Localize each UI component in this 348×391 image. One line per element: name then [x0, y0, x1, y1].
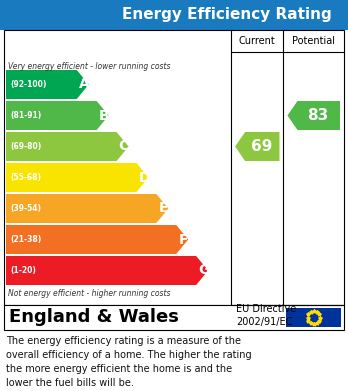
Polygon shape [6, 163, 149, 192]
Text: Not energy efficient - higher running costs: Not energy efficient - higher running co… [8, 289, 171, 298]
Text: F: F [178, 233, 188, 246]
Polygon shape [6, 132, 128, 161]
Bar [4, 30, 344, 305]
Polygon shape [6, 225, 188, 254]
Text: (1-20): (1-20) [10, 266, 36, 275]
Polygon shape [235, 132, 279, 161]
Text: (55-68): (55-68) [10, 173, 41, 182]
Text: (39-54): (39-54) [10, 204, 41, 213]
Text: (81-91): (81-91) [10, 111, 41, 120]
Polygon shape [6, 70, 89, 99]
Text: England & Wales: England & Wales [9, 308, 179, 326]
Text: The energy efficiency rating is a measure of the
overall efficiency of a home. T: The energy efficiency rating is a measur… [6, 336, 252, 388]
Text: 69: 69 [251, 139, 272, 154]
Text: 83: 83 [307, 108, 329, 123]
Polygon shape [6, 256, 208, 285]
Text: D: D [139, 170, 150, 185]
Text: A: A [79, 77, 89, 91]
Polygon shape [287, 101, 340, 130]
Polygon shape [6, 194, 168, 223]
Text: EU Directive
2002/91/EC: EU Directive 2002/91/EC [236, 304, 296, 327]
Text: Energy Efficiency Rating: Energy Efficiency Rating [122, 7, 332, 23]
Text: E: E [158, 201, 168, 215]
Text: (69-80): (69-80) [10, 142, 41, 151]
Text: Current: Current [239, 36, 276, 46]
Bar [4, 305, 344, 330]
Text: G: G [198, 264, 209, 278]
Bar [0, 0, 348, 30]
Bar [286, 308, 341, 327]
Polygon shape [6, 101, 109, 130]
Text: (21-38): (21-38) [10, 235, 41, 244]
Text: B: B [99, 108, 109, 122]
Text: C: C [119, 140, 129, 154]
Text: (92-100): (92-100) [10, 80, 46, 89]
Text: Very energy efficient - lower running costs: Very energy efficient - lower running co… [8, 62, 171, 71]
Text: Potential: Potential [292, 36, 335, 46]
